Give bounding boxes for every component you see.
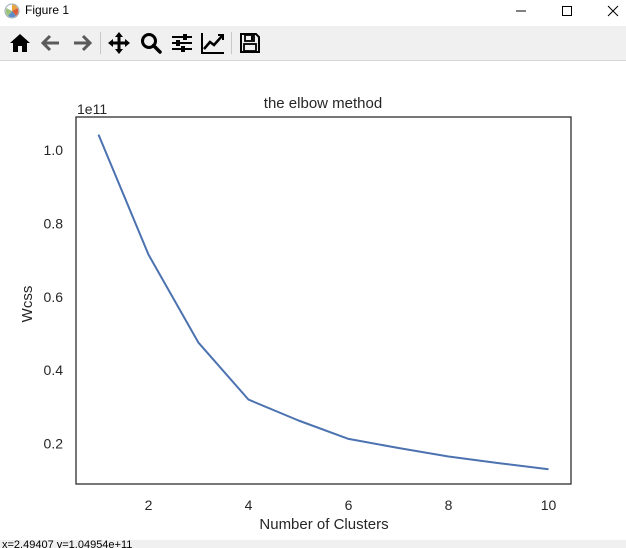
maximize-button[interactable] <box>544 0 590 22</box>
x-tick-label: 10 <box>541 497 557 513</box>
window-titlebar: Figure 1 <box>0 0 626 22</box>
back-button[interactable] <box>37 30 65 56</box>
y-offset-text: 1e11 <box>77 101 107 117</box>
magnifier-icon <box>141 33 162 54</box>
x-tick-label: 8 <box>445 497 453 513</box>
forward-button[interactable] <box>68 30 96 56</box>
sliders-icon <box>172 34 192 52</box>
minimize-button[interactable] <box>498 0 544 22</box>
window-title: Figure 1 <box>25 3 70 17</box>
cursor-coordinates: x=2.49407 y=1.04954e+11 <box>2 540 133 548</box>
line-chart-icon <box>201 33 224 54</box>
matplotlib-icon <box>4 3 20 19</box>
minimize-icon <box>516 10 526 12</box>
move-icon <box>108 32 130 54</box>
arrow-left-icon <box>40 34 59 52</box>
chart-title: the elbow method <box>264 95 382 112</box>
axes-frame <box>75 116 572 485</box>
home-icon <box>10 34 30 52</box>
y-tick-label: 0.4 <box>44 362 64 378</box>
zoom-button[interactable] <box>137 30 165 56</box>
y-axis-label: Wcss <box>19 286 36 323</box>
x-axis-label: Number of Clusters <box>259 516 388 533</box>
toolbar-separator <box>100 32 101 54</box>
toolbar-separator <box>231 32 232 54</box>
close-icon <box>607 5 619 17</box>
save-button[interactable] <box>236 30 264 56</box>
home-button[interactable] <box>6 30 34 56</box>
arrow-right-icon <box>74 34 93 52</box>
x-axis: 2 4 6 8 10 <box>145 497 557 513</box>
x-tick-label: 4 <box>245 497 253 513</box>
y-tick-label: 0.6 <box>44 289 64 305</box>
x-tick-label: 6 <box>345 497 353 513</box>
y-tick-label: 1.0 <box>44 142 64 158</box>
status-bar: x=2.49407 y=1.04954e+11 <box>0 540 626 548</box>
y-tick-label: 0.2 <box>44 436 64 452</box>
figure-canvas[interactable]: the elbow method 1e11 Number of Clusters… <box>0 61 626 540</box>
y-axis: 0.2 0.4 0.6 0.8 1.0 <box>44 142 64 452</box>
navigation-toolbar <box>0 26 626 61</box>
maximize-icon <box>562 6 572 16</box>
close-button[interactable] <box>590 0 626 22</box>
y-tick-label: 0.8 <box>44 215 64 231</box>
wcss-line <box>97 134 549 471</box>
x-tick-label: 2 <box>145 497 153 513</box>
subplots-button[interactable] <box>168 30 196 56</box>
floppy-disk-icon <box>240 33 260 53</box>
pan-button[interactable] <box>105 30 133 56</box>
plot-lines <box>97 134 549 471</box>
edit-axes-button[interactable] <box>199 30 227 56</box>
